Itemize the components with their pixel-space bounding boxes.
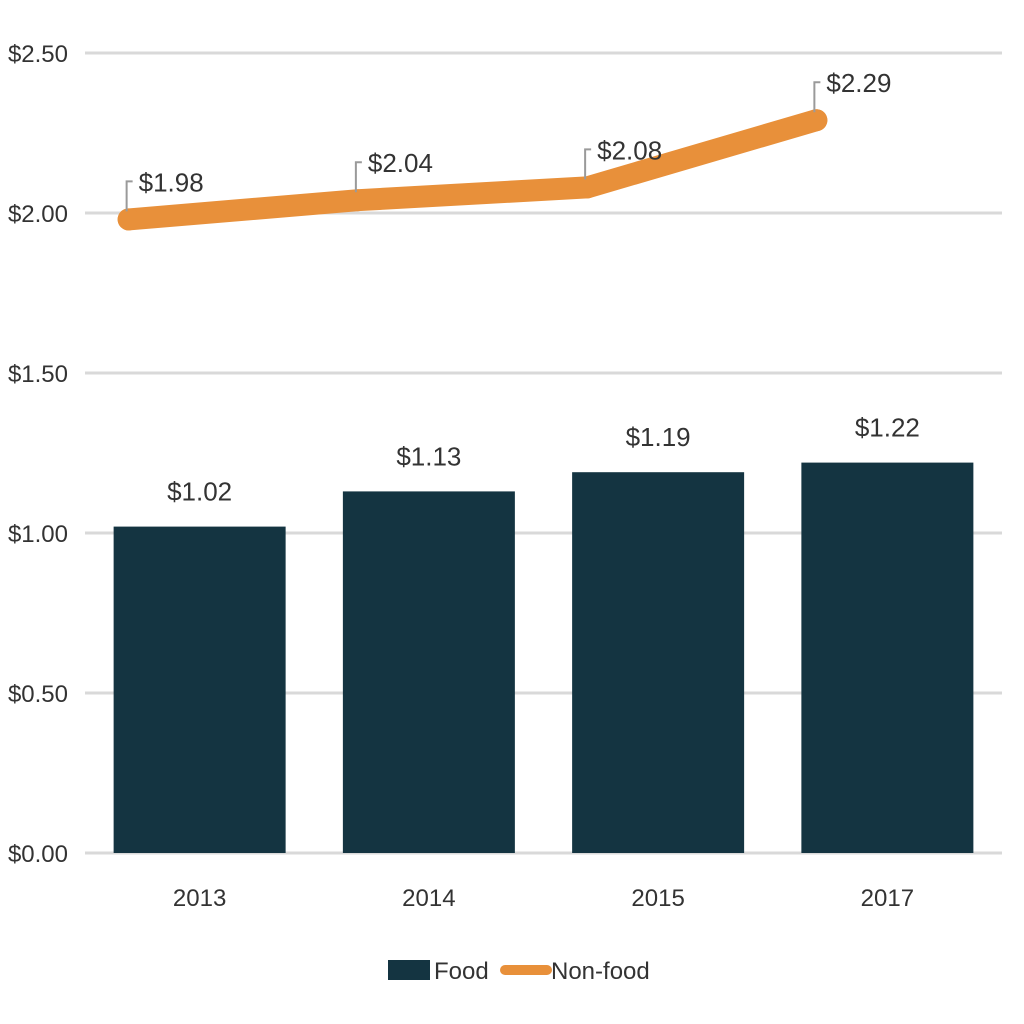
line-point (805, 109, 828, 132)
bar-food (572, 472, 745, 853)
y-tick-label: $2.00 (8, 201, 68, 228)
legend-label-food: Food (434, 958, 489, 985)
label-leader-line (125, 180, 133, 212)
bar-food (113, 526, 286, 853)
x-tick-label: 2013 (173, 885, 226, 912)
line-data-label: $1.98 (139, 167, 204, 197)
bar-data-label: $1.13 (396, 441, 461, 471)
bar-food (342, 491, 515, 853)
line-point (117, 208, 140, 231)
legend-label-non-food: Non-food (551, 958, 650, 985)
label-leader-line (813, 81, 821, 113)
bar-data-label: $1.22 (855, 413, 920, 443)
label-leader-line (354, 161, 362, 193)
line-non-food (117, 109, 828, 231)
y-tick-label: $0.50 (8, 681, 68, 708)
y-tick-label: $1.50 (8, 361, 68, 388)
line-data-label: $2.04 (368, 148, 433, 178)
line-point (346, 189, 369, 212)
label-leader-line (584, 148, 592, 180)
y-tick-label: $1.00 (8, 521, 68, 548)
legend-swatch-food (388, 960, 430, 980)
x-tick-label: 2017 (861, 885, 914, 912)
x-tick-label: 2014 (402, 885, 455, 912)
bar-data-label: $1.02 (167, 477, 232, 507)
line-data-label: $2.29 (826, 68, 891, 98)
x-tick-label: 2015 (631, 885, 684, 912)
line-point (576, 176, 599, 199)
bar-food (801, 462, 974, 853)
y-tick-label: $2.50 (8, 41, 68, 68)
bar-data-label: $1.19 (626, 422, 691, 452)
line-data-label: $2.08 (597, 135, 662, 165)
y-tick-label: $0.00 (8, 841, 68, 868)
